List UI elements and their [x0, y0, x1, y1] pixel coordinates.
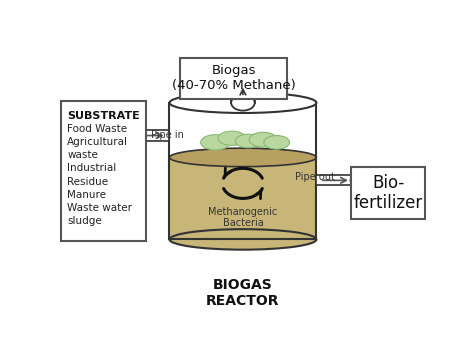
- Text: Methanogenic
Bacteria: Methanogenic Bacteria: [208, 207, 278, 228]
- Ellipse shape: [201, 135, 230, 150]
- Ellipse shape: [249, 132, 277, 147]
- Bar: [231, 77, 255, 103]
- Text: SUBSTRATE: SUBSTRATE: [67, 111, 140, 121]
- Bar: [131, 130, 169, 141]
- Ellipse shape: [264, 136, 290, 149]
- FancyBboxPatch shape: [351, 167, 425, 219]
- Polygon shape: [169, 157, 316, 239]
- Text: waste: waste: [67, 150, 98, 160]
- Text: BIOGAS
REACTOR: BIOGAS REACTOR: [206, 278, 280, 308]
- Ellipse shape: [169, 93, 317, 113]
- Ellipse shape: [169, 148, 317, 166]
- Bar: [316, 175, 355, 186]
- Ellipse shape: [231, 95, 255, 111]
- Text: Agricultural: Agricultural: [67, 137, 128, 147]
- Ellipse shape: [127, 130, 136, 141]
- Ellipse shape: [235, 134, 262, 148]
- FancyBboxPatch shape: [61, 102, 146, 241]
- Ellipse shape: [231, 69, 255, 84]
- FancyBboxPatch shape: [181, 58, 287, 99]
- Text: Manure: Manure: [67, 190, 106, 200]
- Ellipse shape: [169, 229, 317, 250]
- Text: Pipe in: Pipe in: [151, 130, 184, 140]
- Text: sludge: sludge: [67, 216, 102, 226]
- Text: Industrial: Industrial: [67, 163, 117, 174]
- Ellipse shape: [218, 131, 246, 146]
- Text: Waste water: Waste water: [67, 203, 132, 213]
- Text: Pipe out: Pipe out: [295, 172, 335, 182]
- Text: Biogas
(40-70% Methane): Biogas (40-70% Methane): [172, 64, 296, 92]
- Ellipse shape: [350, 175, 359, 186]
- Text: Food Waste: Food Waste: [67, 124, 128, 134]
- Text: Bio-
fertilizer: Bio- fertilizer: [354, 174, 423, 212]
- Text: Residue: Residue: [67, 176, 109, 186]
